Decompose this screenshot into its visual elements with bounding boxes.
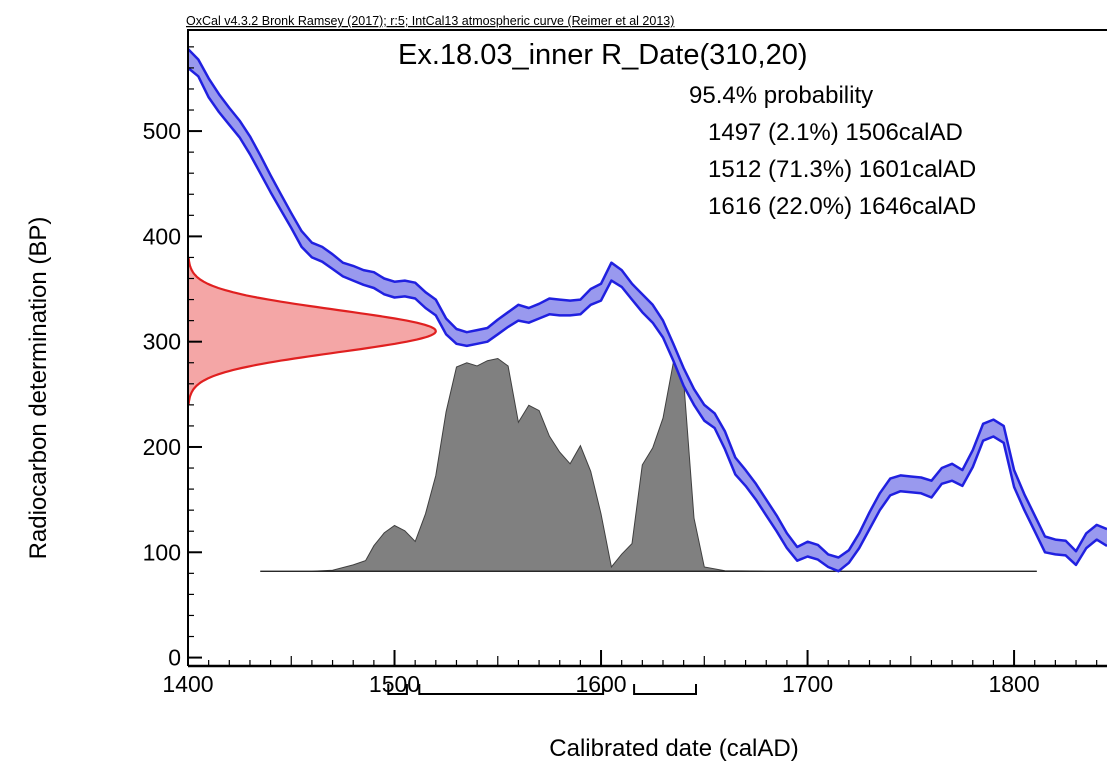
y-tick-label: 300 (143, 329, 181, 355)
plot-border (187, 29, 1107, 666)
measurement-distribution-line (188, 257, 437, 405)
x-axis-title: Calibrated date (calAD) (549, 735, 798, 762)
plot-frame (187, 29, 1107, 668)
range-bracket-1 (387, 684, 408, 695)
x-tick-label: 1400 (162, 671, 213, 697)
calibrated-distribution (260, 357, 1037, 572)
calibration-curve-lower (188, 66, 1107, 573)
measurement-distribution-fill (188, 257, 436, 405)
calibration-curve-upper (188, 48, 1107, 559)
range-label-1: 1497 (2.1%) 1506calAD (708, 119, 963, 146)
calibration-curve-band (188, 49, 1107, 572)
range-bracket-3 (633, 684, 697, 695)
y-axis-title: Radiocarbon determination (BP) (25, 217, 52, 560)
x-tick-label: 1700 (782, 671, 833, 697)
x-tick-label: 1800 (988, 671, 1039, 697)
y-tick-label: 500 (143, 118, 181, 144)
range-bracket-2 (418, 684, 605, 695)
plot-area (188, 48, 1107, 573)
axes: 1400 1500 1600 1700 1800 0 100 200 300 400 500 (143, 46, 1098, 697)
chart-title: Ex.18.03_inner R_Date(310,20) (398, 39, 807, 71)
y-tick-label: 200 (143, 434, 181, 460)
y-tick-label: 400 (143, 223, 181, 249)
annotations: Ex.18.03_inner R_Date(310,20) 95.4% prob… (387, 39, 976, 695)
probability-label: 95.4% probability (689, 82, 873, 109)
chart-header: OxCal v4.3.2 Bronk Ramsey (2017); r:5; I… (186, 14, 674, 28)
x-tick-label: 1500 (369, 671, 420, 697)
chart-header-text: OxCal v4.3.2 Bronk Ramsey (2017); r:5; I… (186, 14, 674, 28)
y-tick-label: 0 (168, 645, 181, 671)
y-tick-label: 100 (143, 539, 181, 565)
range-label-2: 1512 (71.3%) 1601calAD (708, 156, 976, 183)
x-tick-label: 1600 (575, 671, 626, 697)
range-label-3: 1616 (22.0%) 1646calAD (708, 193, 976, 220)
